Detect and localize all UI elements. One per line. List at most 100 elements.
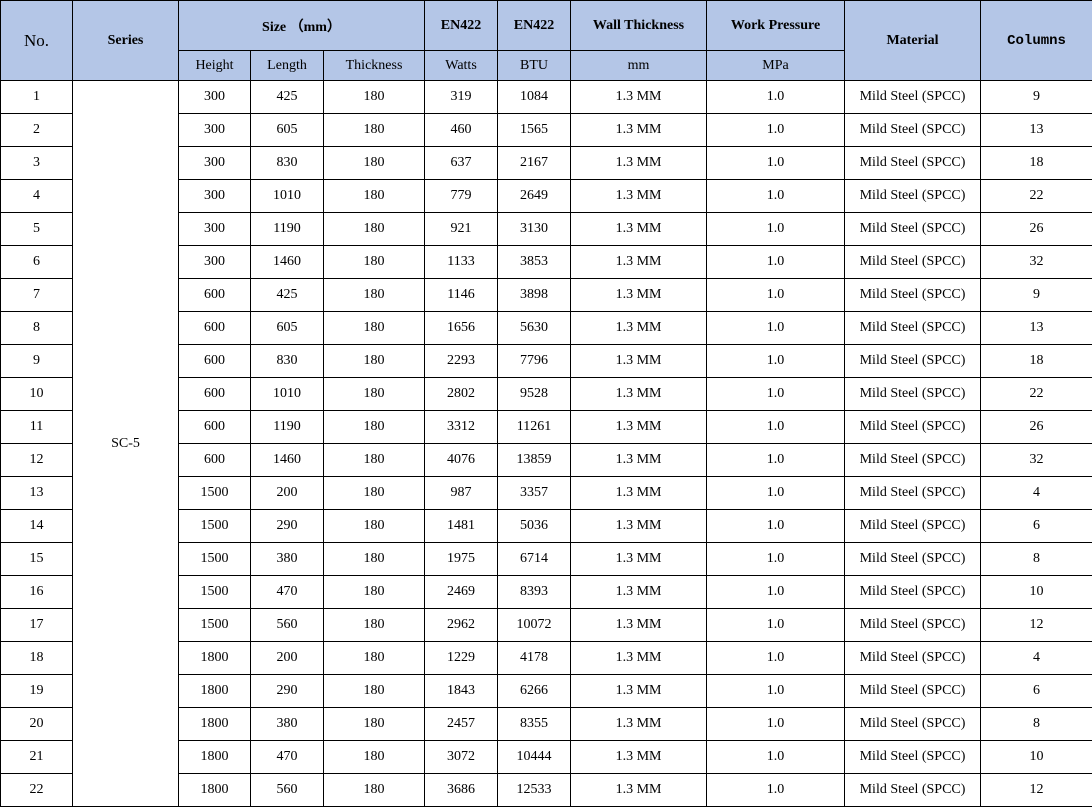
table-row: 14 1500 290 180 1481 5036 1.3 MM 1.0 Mild Steel … <box>0 509 1092 543</box>
cell-btu: 3898 <box>497 278 572 312</box>
cell-material: Mild Steel (SPCC) <box>844 278 982 312</box>
cell-no: 9 <box>0 344 73 378</box>
cell-work-pressure: 1.0 <box>706 245 846 279</box>
table-row: 9 600 830 180 2293 7796 1.3 MM 1.0 Mild Steel (S… <box>0 344 1092 378</box>
cell-work-pressure: 1.0 <box>706 674 846 708</box>
cell-material: Mild Steel (SPCC) <box>844 575 982 609</box>
cell-material: Mild Steel (SPCC) <box>844 509 982 543</box>
cell-height: 600 <box>178 377 251 411</box>
cell-watts: 2293 <box>424 344 499 378</box>
cell-wall-thickness: 1.3 MM <box>570 575 708 609</box>
cell-work-pressure: 1.0 <box>706 443 846 477</box>
cell-watts: 1481 <box>424 509 499 543</box>
table-row: 21 1800 470 180 3072 10444 1.3 MM 1.0 Mild Steel… <box>0 740 1092 774</box>
header-material: Material <box>844 0 982 81</box>
cell-height: 1500 <box>178 542 251 576</box>
cell-thickness: 180 <box>322 278 426 312</box>
header-wall-thickness: Wall Thickness <box>570 0 708 51</box>
cell-thickness: 180 <box>322 311 426 345</box>
cell-columns: 9 <box>980 278 1092 312</box>
table-row: 10 600 1010 180 2802 9528 1.3 MM 1.0 Mild Steel … <box>0 377 1092 411</box>
cell-thickness: 180 <box>322 212 426 246</box>
cell-length: 200 <box>250 476 324 510</box>
cell-work-pressure: 1.0 <box>706 377 846 411</box>
cell-watts: 1656 <box>424 311 499 345</box>
cell-no: 18 <box>0 641 73 675</box>
cell-material: Mild Steel (SPCC) <box>844 80 982 114</box>
cell-wall-thickness: 1.3 MM <box>570 410 708 444</box>
cell-watts: 4076 <box>424 443 499 477</box>
cell-thickness: 180 <box>322 344 426 378</box>
cell-length: 425 <box>250 278 324 312</box>
header-watts: Watts <box>424 50 499 81</box>
header-size: Size （mm） <box>177 0 426 51</box>
cell-length: 1190 <box>250 410 324 444</box>
cell-watts: 2469 <box>424 575 499 609</box>
table-row: 1 SC-5 300 425 180 319 1084 1.3 MM 1.0 Mild Steel… <box>0 80 1092 807</box>
cell-columns: 9 <box>980 80 1092 114</box>
cell-material: Mild Steel (SPCC) <box>844 707 982 741</box>
cell-height: 1800 <box>178 740 251 774</box>
cell-length: 470 <box>250 575 324 609</box>
table-row: 4 300 1010 180 779 2649 1.3 MM 1.0 Mild Steel (S… <box>0 179 1092 213</box>
cell-material: Mild Steel (SPCC) <box>844 740 982 774</box>
table-body: 1 SC-5 300 425 180 319 1084 1.3 MM 1.0 Mild Steel… <box>0 80 1092 807</box>
cell-columns: 8 <box>980 707 1092 741</box>
cell-no: 15 <box>0 542 73 576</box>
cell-thickness: 180 <box>322 674 426 708</box>
cell-columns: 12 <box>980 608 1092 642</box>
cell-height: 600 <box>178 278 251 312</box>
cell-no: 14 <box>0 509 73 543</box>
cell-btu: 9528 <box>497 377 572 411</box>
cell-length: 1460 <box>250 245 324 279</box>
cell-watts: 3686 <box>424 773 499 807</box>
cell-no: 13 <box>0 476 73 510</box>
cell-columns: 18 <box>980 344 1092 378</box>
cell-no: 10 <box>0 377 73 411</box>
cell-thickness: 180 <box>322 641 426 675</box>
cell-work-pressure: 1.0 <box>706 509 846 543</box>
cell-columns: 22 <box>980 179 1092 213</box>
cell-watts: 1843 <box>424 674 499 708</box>
cell-material: Mild Steel (SPCC) <box>844 377 982 411</box>
cell-watts: 1133 <box>424 245 499 279</box>
cell-no: 1 <box>0 80 73 114</box>
cell-watts: 1146 <box>424 278 499 312</box>
cell-no: 7 <box>0 278 73 312</box>
cell-no: 8 <box>0 311 73 345</box>
cell-wall-thickness: 1.3 MM <box>570 542 708 576</box>
cell-material: Mild Steel (SPCC) <box>844 542 982 576</box>
cell-work-pressure: 1.0 <box>706 641 846 675</box>
cell-height: 300 <box>178 212 251 246</box>
cell-length: 380 <box>250 707 324 741</box>
cell-watts: 319 <box>424 80 499 114</box>
cell-work-pressure: 1.0 <box>706 344 846 378</box>
cell-wall-thickness: 1.3 MM <box>570 641 708 675</box>
cell-btu: 8393 <box>497 575 572 609</box>
cell-columns: 12 <box>980 773 1092 807</box>
cell-wall-thickness: 1.3 MM <box>570 674 708 708</box>
cell-columns: 8 <box>980 542 1092 576</box>
cell-columns: 10 <box>980 575 1092 609</box>
header-series: Series <box>72 0 179 81</box>
cell-length: 605 <box>250 311 324 345</box>
cell-height: 1800 <box>178 674 251 708</box>
cell-btu: 6266 <box>497 674 572 708</box>
cell-height: 300 <box>178 146 251 180</box>
cell-wall-thickness: 1.3 MM <box>570 344 708 378</box>
cell-wall-thickness: 1.3 MM <box>570 443 708 477</box>
cell-wall-thickness: 1.3 MM <box>570 608 708 642</box>
header-columns: Columns <box>980 0 1092 81</box>
cell-work-pressure: 1.0 <box>706 773 846 807</box>
cell-no: 2 <box>0 113 73 147</box>
cell-no: 22 <box>0 773 73 807</box>
cell-wall-thickness: 1.3 MM <box>570 509 708 543</box>
table-row: 16 1500 470 180 2469 8393 1.3 MM 1.0 Mild Steel … <box>0 575 1092 609</box>
cell-watts: 3072 <box>424 740 499 774</box>
cell-height: 600 <box>178 344 251 378</box>
cell-material: Mild Steel (SPCC) <box>844 641 982 675</box>
cell-watts: 2802 <box>424 377 499 411</box>
cell-length: 1190 <box>250 212 324 246</box>
cell-columns: 32 <box>980 443 1092 477</box>
